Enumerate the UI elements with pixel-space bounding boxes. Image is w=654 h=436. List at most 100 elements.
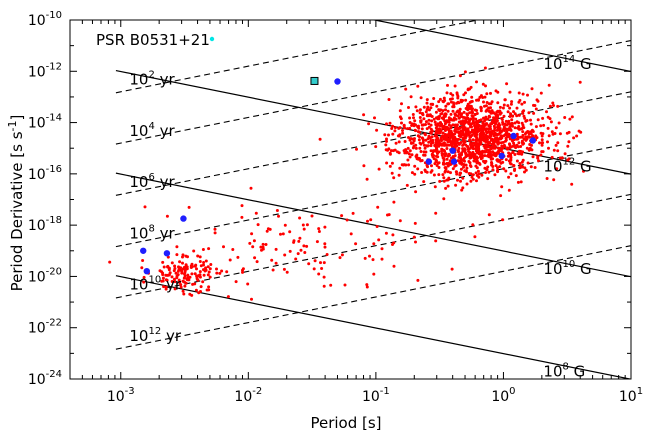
pulsar-point bbox=[523, 132, 527, 136]
pulsar-point bbox=[473, 235, 477, 239]
pulsar-point bbox=[322, 275, 326, 279]
pulsar-point bbox=[550, 130, 554, 134]
pulsar-point bbox=[204, 266, 208, 270]
legend-marker bbox=[209, 36, 215, 42]
pulsar-point bbox=[482, 159, 486, 163]
pulsar-point bbox=[520, 127, 524, 131]
pulsar-point bbox=[549, 120, 553, 124]
pulsar-point bbox=[474, 142, 478, 146]
pulsar-point bbox=[430, 164, 433, 168]
pulsar-point bbox=[441, 173, 445, 177]
pulsar-point bbox=[430, 119, 434, 123]
pulsar-point bbox=[508, 146, 512, 150]
pulsar-point bbox=[408, 126, 412, 130]
pulsar-point bbox=[413, 221, 417, 225]
pulsar-point bbox=[439, 112, 443, 116]
pulsar-point bbox=[205, 288, 209, 292]
pulsar-point bbox=[429, 131, 433, 135]
pulsar-point bbox=[496, 123, 500, 127]
pulsar-point bbox=[557, 121, 561, 125]
pulsar-point bbox=[555, 167, 559, 171]
pulsar-point bbox=[563, 116, 567, 119]
pulsar-point bbox=[490, 157, 494, 161]
pulsar-point bbox=[194, 288, 198, 292]
pulsar-point bbox=[355, 147, 358, 151]
pulsar-point bbox=[170, 280, 174, 283]
age-label: 1010 yr bbox=[129, 275, 181, 294]
pulsar-point bbox=[401, 129, 404, 132]
pulsar-point bbox=[392, 264, 396, 268]
pulsar-point bbox=[513, 112, 517, 116]
pulsar-point bbox=[265, 229, 269, 233]
pulsar-point bbox=[179, 285, 183, 289]
pulsar-point bbox=[452, 116, 456, 120]
pulsar-point bbox=[427, 118, 431, 122]
pulsar-point bbox=[299, 248, 303, 252]
pulsar-point bbox=[479, 109, 483, 113]
pulsar-point bbox=[438, 124, 442, 128]
pulsar-point bbox=[474, 171, 478, 175]
pulsar-point bbox=[504, 139, 507, 143]
pulsar-point bbox=[489, 91, 492, 95]
pulsar-point bbox=[413, 119, 417, 123]
pulsar-point bbox=[418, 135, 421, 139]
pulsar-point bbox=[274, 261, 278, 265]
pulsar-point bbox=[451, 167, 455, 171]
pulsar-point bbox=[250, 297, 253, 301]
pulsar-point bbox=[338, 256, 342, 260]
pulsar-point bbox=[425, 101, 429, 105]
pulsar-point bbox=[172, 269, 176, 273]
pulsar-point bbox=[255, 260, 259, 264]
pulsar-point bbox=[454, 125, 458, 129]
pulsar-point bbox=[535, 136, 539, 140]
x-tick-label: 100 bbox=[491, 386, 515, 405]
y-axis-label-sup: -1 bbox=[6, 120, 19, 131]
pulsar-point bbox=[438, 179, 442, 183]
pulsar-point bbox=[552, 148, 556, 152]
pulsar-point bbox=[412, 116, 415, 120]
pulsar-point bbox=[548, 117, 552, 121]
pulsar-point bbox=[539, 91, 543, 95]
pulsar-point bbox=[425, 98, 429, 102]
pulsar-point bbox=[461, 149, 465, 153]
pulsar-point bbox=[546, 140, 549, 144]
pulsar-point bbox=[553, 132, 557, 135]
pulsar-point bbox=[520, 135, 524, 139]
pulsar-point bbox=[141, 259, 145, 262]
axis-ticks: 10-3 10-2 10-1 100 101 10-24 10-22 10-20 10-18 10… bbox=[28, 10, 643, 405]
pulsar-point bbox=[231, 248, 235, 251]
pulsar-point bbox=[445, 119, 449, 123]
pulsar-point bbox=[256, 223, 260, 227]
pulsar-point bbox=[499, 134, 503, 138]
pulsar-point bbox=[391, 233, 395, 237]
pulsar-point bbox=[483, 127, 486, 131]
pulsar-point bbox=[181, 253, 185, 257]
pulsar-point bbox=[459, 98, 463, 102]
pulsar-point bbox=[397, 151, 401, 155]
pulsar-point bbox=[480, 125, 484, 129]
pulsar-point bbox=[365, 177, 369, 181]
pulsar-point bbox=[520, 139, 524, 143]
pulsar-point bbox=[417, 156, 420, 160]
pulsar-point bbox=[462, 93, 466, 97]
data-points bbox=[108, 66, 585, 301]
pulsar-point bbox=[482, 100, 485, 104]
pulsar-point bbox=[466, 130, 470, 134]
pulsar-point bbox=[473, 134, 477, 138]
age-line bbox=[115, 193, 631, 299]
pulsar-point bbox=[183, 271, 187, 275]
pulsar-point bbox=[483, 66, 487, 70]
pulsar-point bbox=[529, 165, 533, 169]
pulsar-point bbox=[483, 166, 487, 170]
pulsar-point bbox=[305, 244, 309, 248]
pulsar-point bbox=[445, 138, 448, 142]
pulsar-point bbox=[507, 119, 511, 123]
pulsar-point bbox=[463, 169, 467, 173]
pulsar-point bbox=[385, 122, 388, 126]
pulsar-point bbox=[468, 139, 472, 142]
pulsar-point bbox=[388, 121, 392, 125]
pulsar-point bbox=[397, 140, 401, 144]
pulsar-point bbox=[369, 218, 373, 222]
pulsar-point bbox=[296, 252, 300, 256]
pulsar-point bbox=[406, 158, 410, 162]
